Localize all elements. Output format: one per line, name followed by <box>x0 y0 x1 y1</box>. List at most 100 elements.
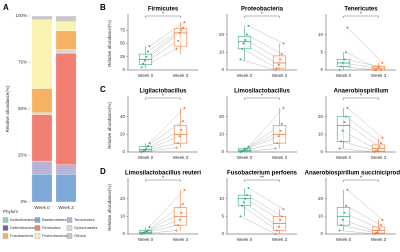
pair-line <box>344 212 380 229</box>
legend-swatch <box>34 217 41 223</box>
data-point <box>143 59 146 62</box>
data-point <box>145 230 148 233</box>
pair-line <box>345 116 382 144</box>
bar-segment <box>31 112 53 115</box>
pair-line <box>149 189 185 228</box>
data-point <box>376 67 379 70</box>
data-point <box>245 194 248 197</box>
data-point <box>242 149 245 152</box>
significance-bracket <box>145 179 181 182</box>
data-point <box>245 147 248 150</box>
significance-bracket <box>145 97 181 100</box>
significance-bracket <box>343 179 379 182</box>
data-point <box>274 147 277 150</box>
x-tick-label: Week 0 <box>138 237 154 242</box>
data-point <box>375 69 378 71</box>
data-point <box>245 33 248 36</box>
data-point <box>280 122 283 125</box>
subplot-title: Limosilactobacillus <box>234 89 290 95</box>
bar-segment <box>31 15 53 20</box>
data-point <box>379 142 382 145</box>
legend-label: Actinobacteria <box>10 217 36 222</box>
pair-line <box>341 141 377 152</box>
bar-segment <box>31 173 53 203</box>
subplot-title: Anaerobiospirillum succiniciproducens <box>305 171 400 177</box>
data-point <box>338 69 341 71</box>
data-point <box>276 142 279 145</box>
y-tick-label: 20 <box>219 32 225 37</box>
data-point <box>344 51 347 54</box>
data-point <box>183 106 186 109</box>
pair-line <box>347 189 383 221</box>
y-tick-label: 0 <box>221 231 224 236</box>
data-point <box>146 229 149 232</box>
data-point <box>341 61 344 64</box>
data-point <box>143 149 146 152</box>
pair-line <box>339 148 375 153</box>
data-point <box>375 150 378 153</box>
legend-swatch <box>66 225 73 231</box>
pair-line <box>339 230 375 235</box>
pair-line <box>149 22 185 47</box>
y-tick-label: 10 <box>318 132 324 137</box>
legend-swatch <box>66 233 73 239</box>
data-point <box>346 188 349 191</box>
y-tick-label: 10 <box>318 32 324 37</box>
panel-label: D <box>100 167 106 176</box>
bar-segment <box>55 21 77 32</box>
pair-line <box>241 205 278 231</box>
data-point <box>279 129 282 132</box>
data-point <box>277 225 280 228</box>
pair-line <box>344 121 380 147</box>
x-tick-label: Week 0 <box>336 155 352 160</box>
legend-swatch <box>34 233 41 239</box>
pair-line <box>347 27 383 64</box>
significance-bracket <box>244 179 280 182</box>
y-tick-label: 10 <box>120 214 126 219</box>
box <box>272 55 287 69</box>
data-point <box>274 233 277 235</box>
significance-label: * <box>162 11 164 17</box>
data-point <box>175 146 178 149</box>
legend-label: Firmicutes <box>42 225 60 230</box>
data-point <box>378 145 381 148</box>
pair-line <box>248 25 284 44</box>
data-point <box>282 42 285 45</box>
box <box>371 144 386 152</box>
data-point <box>148 142 151 145</box>
data-point <box>381 61 384 64</box>
y-tick-label: 25% <box>18 153 27 158</box>
data-point <box>178 31 181 34</box>
data-point <box>181 202 184 205</box>
bar-segment <box>55 173 77 203</box>
x-tick-label: Week 3 <box>371 237 387 242</box>
data-point <box>282 208 285 211</box>
data-point <box>175 229 178 232</box>
pair-line <box>347 107 383 139</box>
data-point <box>341 218 344 221</box>
data-point <box>340 65 343 68</box>
data-point <box>276 229 279 232</box>
data-point <box>379 69 382 71</box>
subplot-title: Fusobacterium perfoens <box>227 171 298 177</box>
data-point <box>274 69 277 71</box>
y-tick-label: 75% <box>18 60 27 65</box>
data-point <box>241 150 244 153</box>
bar-segment <box>31 88 53 113</box>
x-tick-label: Week 3 <box>58 205 74 210</box>
y-axis-label: Relative abundance(%) <box>107 184 112 231</box>
data-point <box>175 47 178 50</box>
x-tick-label: Week 0 <box>237 237 253 242</box>
data-point <box>178 135 181 138</box>
y-tick-label: 10 <box>219 132 225 137</box>
data-point <box>148 45 151 48</box>
bar-segment <box>55 53 77 165</box>
pair-line <box>149 107 185 144</box>
pair-line <box>243 135 279 151</box>
data-point <box>247 187 250 190</box>
legend-label: Spirochaetes <box>74 225 97 230</box>
data-point <box>239 215 242 218</box>
pair-line <box>246 34 282 55</box>
data-point <box>145 147 148 150</box>
y-axis-label: Relative abundance(%) <box>107 102 112 149</box>
